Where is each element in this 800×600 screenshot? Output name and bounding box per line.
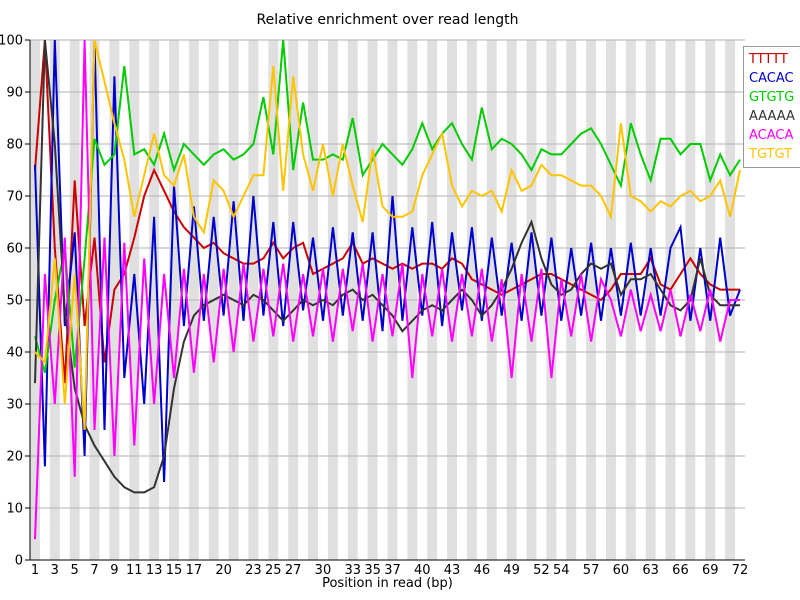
x-tick-label: 60 <box>613 563 630 578</box>
x-tick-label: 27 <box>285 563 302 578</box>
x-tick-label: 5 <box>71 563 79 578</box>
x-tick-label: 43 <box>444 563 461 578</box>
x-tick-label: 66 <box>672 563 689 578</box>
x-tick-label: 33 <box>344 563 361 578</box>
x-tick-label: 3 <box>51 563 59 578</box>
x-tick-label: 30 <box>315 563 332 578</box>
series-line-tgtgt <box>34 39 741 431</box>
x-tick-label: 52 <box>533 563 550 578</box>
x-tick-label: 40 <box>414 563 431 578</box>
x-tick-label: 37 <box>384 563 401 578</box>
legend-item-cacac: CACAC <box>749 71 794 86</box>
y-tick-label: 70 <box>6 190 23 205</box>
x-tick-label: 35 <box>364 563 381 578</box>
y-tick-label: 90 <box>6 86 23 101</box>
x-tick-label: 72 <box>732 563 749 578</box>
x-tick-label: 11 <box>126 563 143 578</box>
x-tick-label: 46 <box>474 563 491 578</box>
x-tick-label: 54 <box>553 563 570 578</box>
y-tick-label: 50 <box>6 294 23 309</box>
x-tick-label: 20 <box>215 563 232 578</box>
y-tick-label: 20 <box>6 450 23 465</box>
x-tick-label: 13 <box>146 563 163 578</box>
y-tick-label: 100 <box>0 34 23 49</box>
x-tick-label: 49 <box>503 563 520 578</box>
x-tick-label: 1 <box>31 563 39 578</box>
series-line-gtgtg <box>34 39 741 374</box>
chart-title: Relative enrichment over read length <box>256 12 519 28</box>
legend-item-gtgtg: GTGTG <box>749 90 795 105</box>
legend: TTTTT CACAC GTGTG AAAAA ACACA TGTGT <box>743 46 800 168</box>
y-tick-label: 40 <box>6 346 23 361</box>
legend-item-ttttt: TTTTT <box>749 52 788 67</box>
series-line-cacac <box>34 39 741 483</box>
x-axis-title: Position in read (bp) <box>322 576 453 591</box>
x-tick-label: 23 <box>245 563 262 578</box>
legend-item-tgtgt: TGTGT <box>749 147 793 162</box>
y-tick-label: 80 <box>6 138 23 153</box>
x-tick-label: 7 <box>90 563 98 578</box>
legend-item-aaaaa: AAAAA <box>749 109 795 124</box>
x-tick-label: 25 <box>265 563 282 578</box>
legend-item-acaca: ACACA <box>749 128 794 143</box>
y-tick-label: 30 <box>6 398 23 413</box>
y-tick-label: 0 <box>15 554 23 569</box>
y-tick-label: 60 <box>6 242 23 257</box>
x-tick-label: 15 <box>166 563 183 578</box>
x-tick-label: 63 <box>642 563 659 578</box>
x-tick-label: 69 <box>702 563 719 578</box>
y-tick-label: 10 <box>6 502 23 517</box>
series-line-acaca <box>34 39 740 540</box>
x-tick-label: 9 <box>110 563 118 578</box>
x-tick-label: 57 <box>583 563 600 578</box>
x-tick-label: 17 <box>186 563 203 578</box>
